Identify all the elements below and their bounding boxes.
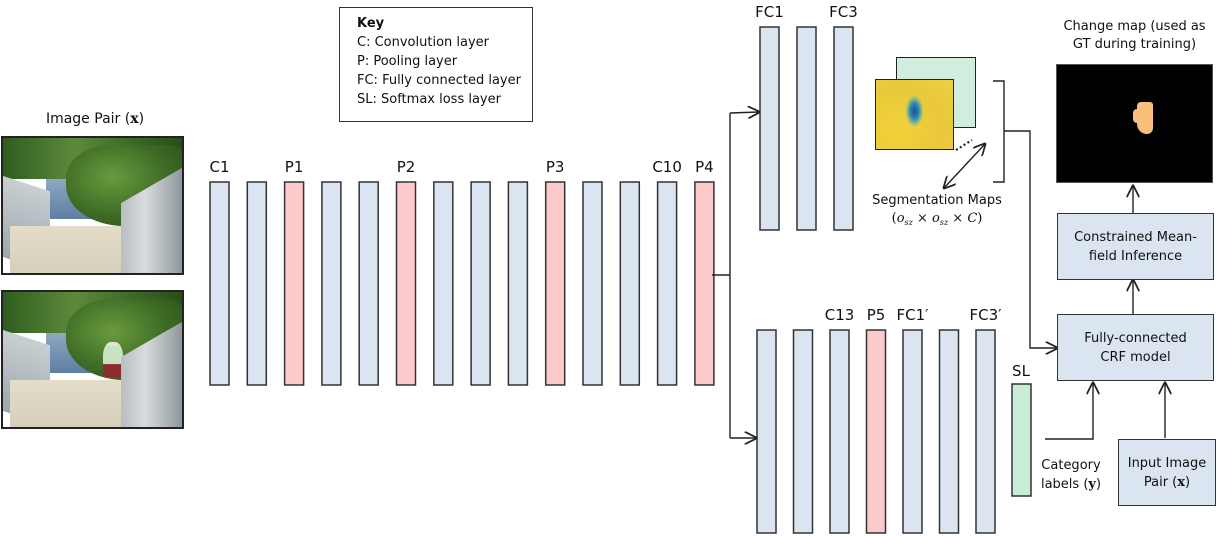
- changemap-caption-line2: GT during training): [1072, 37, 1197, 52]
- layer: [938, 329, 960, 534]
- crf-line2: CRF model: [1100, 349, 1171, 365]
- softmax-label: SL: [1012, 362, 1031, 380]
- dims-open: (: [892, 211, 897, 226]
- bridge-deck: [10, 379, 129, 427]
- connectors: [712, 80, 1165, 440]
- layer: [358, 181, 379, 386]
- image-after: [1, 290, 184, 429]
- category-labels-caption: Category labels (y): [1032, 456, 1110, 494]
- softmax-layer: [1011, 383, 1032, 497]
- dims-times2: ×: [948, 211, 967, 226]
- category-prefix: labels (: [1040, 477, 1089, 492]
- arrow-labels-to-crf: [1045, 383, 1093, 440]
- layer-fc3: [975, 329, 996, 534]
- layer-label: FC3: [829, 3, 858, 21]
- segmentation-dims: (osz × osz × C): [892, 211, 983, 227]
- dims-c: C: [967, 211, 977, 226]
- pooling-layer-p3: [544, 181, 566, 386]
- layer-fc1: [759, 26, 780, 231]
- layer: [796, 26, 817, 231]
- arrow-to-fc1: [729, 112, 759, 113]
- layer-label: P4: [695, 158, 714, 176]
- layer-c1: [209, 181, 230, 386]
- changemap-caption: Change map (used as GT during training): [1052, 18, 1217, 54]
- dims-sub1: sz: [905, 218, 914, 227]
- input-pair-prefix: Pair (: [1143, 474, 1178, 490]
- layer: [470, 181, 491, 386]
- dims-close: ): [977, 211, 982, 226]
- segmentation-label: Segmentation Maps: [872, 193, 1002, 208]
- image-pair-var: x: [130, 111, 139, 127]
- meanfield-line2: field Inference: [1088, 248, 1183, 264]
- layer-label: FC3′: [969, 306, 1002, 324]
- layer-label: P5: [867, 306, 886, 324]
- pooling-layer-p4: [694, 181, 715, 386]
- layer: [246, 181, 268, 386]
- change-region: [1133, 102, 1153, 134]
- input-pair-line1: Input Image: [1127, 455, 1207, 471]
- bottom-branch-layers: C13 P5 FC1′ FC3′: [756, 306, 1002, 534]
- layer-fc3: [833, 26, 854, 231]
- key-item-fc: FC: Fully connected layer: [357, 73, 521, 88]
- key-item-pool: P: Pooling layer: [357, 54, 458, 69]
- category-suffix: ): [1095, 477, 1102, 492]
- category-var: y: [1088, 477, 1096, 492]
- dims-sub2: sz: [940, 218, 949, 227]
- layer: [619, 181, 641, 386]
- layer-label: P1: [285, 158, 304, 176]
- layer-fc1: [902, 329, 923, 534]
- category-line1: Category: [1041, 458, 1101, 473]
- image-pair-title: Image Pair (x): [20, 110, 170, 129]
- layer-label: P2: [397, 158, 416, 176]
- stack-ellipsis: [955, 139, 973, 151]
- image-pair-title-text: Image Pair (: [45, 111, 131, 127]
- dims-o2: o: [932, 211, 940, 226]
- image-before: [1, 136, 184, 275]
- layer-label: C1: [209, 158, 229, 176]
- dims-o1: o: [897, 211, 905, 226]
- dims-times1: ×: [913, 211, 932, 226]
- segmentation-bracket: [993, 80, 1005, 183]
- bridge-deck: [10, 225, 129, 273]
- layer-label: C10: [652, 158, 682, 176]
- changemap-caption-line1: Change map (used as: [1063, 19, 1206, 34]
- meanfield-line1: Constrained Mean-: [1074, 229, 1197, 245]
- trunk-layers: C1 P1 P2 P3 C10 P4: [209, 158, 715, 386]
- top-branch-layers: FC1 FC3: [755, 3, 858, 231]
- layer-c13: [829, 329, 850, 534]
- crf-model-box: Fully-connected CRF model: [1057, 314, 1214, 381]
- layer-label: C13: [825, 306, 855, 324]
- layer-label: P3: [546, 158, 565, 176]
- person: [103, 341, 123, 378]
- layer: [433, 181, 454, 386]
- category-line2: labels (y): [1032, 475, 1110, 494]
- legend-key: Key C: Convolution layer P: Pooling laye…: [339, 7, 533, 122]
- meanfield-inference-box: Constrained Mean- field Inference: [1057, 213, 1214, 280]
- pooling-layer-p5: [865, 329, 887, 534]
- segmentation-map-front: [875, 79, 954, 150]
- input-pair-suffix: ): [1185, 474, 1191, 490]
- layer: [507, 181, 529, 386]
- change-map: [1056, 64, 1213, 183]
- input-pair-var: x: [1177, 474, 1186, 490]
- layer: [792, 329, 814, 534]
- pooling-layer-p2: [395, 181, 417, 386]
- key-title: Key: [357, 16, 385, 31]
- crf-line1: Fully-connected: [1084, 330, 1187, 346]
- layer: [756, 329, 777, 534]
- arrow-seg-to-crf: [1004, 130, 1057, 348]
- key-item-conv: C: Convolution layer: [357, 35, 490, 50]
- depth-double-arrow: [944, 144, 985, 188]
- layer-label: FC1: [755, 3, 784, 21]
- pooling-layer-p1: [283, 181, 305, 386]
- key-item-sl: SL: Softmax loss layer: [357, 92, 501, 107]
- layer-label: FC1′: [896, 306, 929, 324]
- image-pair-title-close: ): [138, 111, 145, 127]
- layer: [582, 181, 603, 386]
- layer: [321, 181, 342, 386]
- input-image-pair-box: Input Image Pair (x): [1118, 439, 1216, 506]
- input-pair-line2: Pair (x): [1144, 473, 1190, 492]
- layer-c10: [656, 181, 678, 386]
